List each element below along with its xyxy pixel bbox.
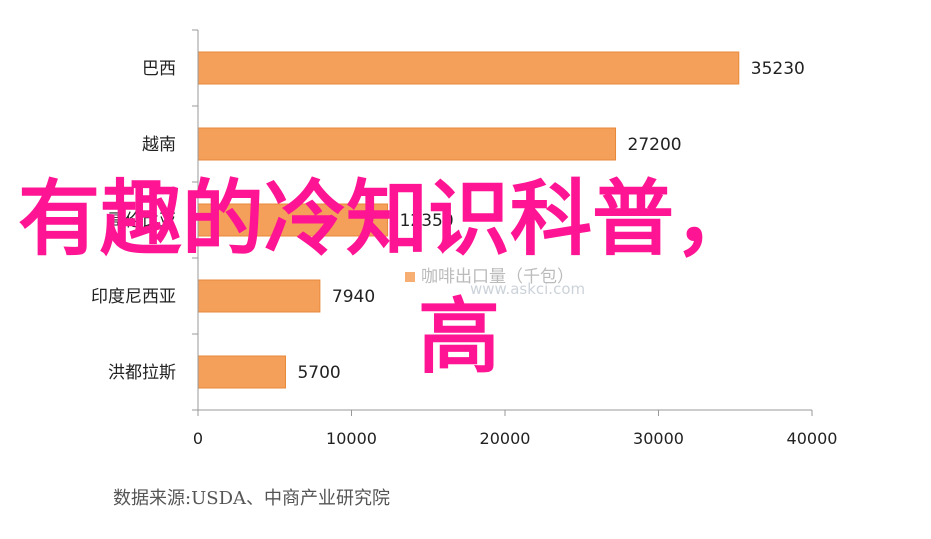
- category-label: 洪都拉斯: [108, 363, 176, 383]
- data-label: 35230: [751, 59, 805, 79]
- data-label: 27200: [628, 135, 682, 155]
- watermark-legend: 咖啡出口量（千包）: [405, 262, 574, 287]
- bar: [197, 203, 389, 237]
- category-label: 巴西: [142, 59, 176, 79]
- x-tick-label: 30000: [633, 429, 684, 448]
- data-label: 7940: [332, 287, 375, 307]
- x-tick-label: 10000: [326, 429, 377, 448]
- data-label: 5700: [297, 363, 340, 383]
- watermark-url: www.askci.com: [470, 280, 586, 298]
- x-tick-label: 40000: [787, 429, 838, 448]
- bar: [197, 127, 617, 161]
- bars-layer: 35230 27200 12350 7940 5700: [197, 51, 805, 389]
- overlay-title-line1: 有趣的冷知识科普，: [18, 172, 757, 267]
- bar: [197, 355, 286, 389]
- x-tick-label: 0: [193, 429, 203, 448]
- category-label: 印度尼西亚: [91, 287, 176, 307]
- legend-label: 咖啡出口量（千包）: [421, 267, 574, 287]
- source-note: 数据来源:USDA、中商产业研究院: [113, 488, 390, 509]
- overlay-title-line2: 高: [418, 290, 501, 385]
- category-label: 越南: [142, 135, 176, 155]
- data-label: 12350: [400, 211, 454, 231]
- x-tick-label: 20000: [480, 429, 531, 448]
- category-label: 哥伦比亚: [108, 211, 176, 231]
- bar: [197, 51, 740, 85]
- bar: [197, 279, 321, 313]
- legend-swatch: [405, 272, 415, 282]
